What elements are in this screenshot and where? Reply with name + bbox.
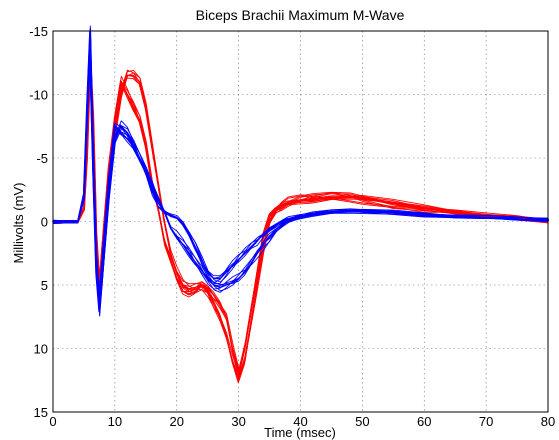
y-tick-label: 10 [34,342,48,357]
x-tick-label: 20 [170,414,184,429]
x-tick-labels: 0 10 20 30 40 50 60 70 80 [49,414,555,429]
y-tick-label: -5 [36,151,48,166]
series-layer [52,25,549,384]
y-axis-label: Millivolts (mV) [11,183,26,264]
chart-title: Biceps Brachii Maximum M-Wave [196,7,405,23]
x-tick-label: 40 [293,414,307,429]
y-tick-label: -10 [29,88,48,103]
y-tick-label: 0 [41,215,48,230]
x-tick-label: 80 [541,414,555,429]
x-tick-label: 70 [479,414,493,429]
y-tick-label: 15 [34,405,48,420]
x-axis-label: Time (msec) [264,425,336,440]
series-4-trace [52,50,549,314]
y-tick-label: -15 [29,24,48,39]
x-tick-label: 50 [355,414,369,429]
x-tick-label: 60 [417,414,431,429]
x-tick-label: 0 [49,414,56,429]
y-tick-label: 5 [41,278,48,293]
grid [53,31,548,412]
series-4-trace [52,56,548,312]
series-2-trace [52,71,549,384]
series-3-trace [52,27,549,304]
plot-frame [52,30,549,413]
x-tick-label: 10 [108,414,122,429]
y-tick-labels: -15 -10 -5 0 5 10 15 [29,24,48,420]
x-tick-label: 30 [231,414,245,429]
